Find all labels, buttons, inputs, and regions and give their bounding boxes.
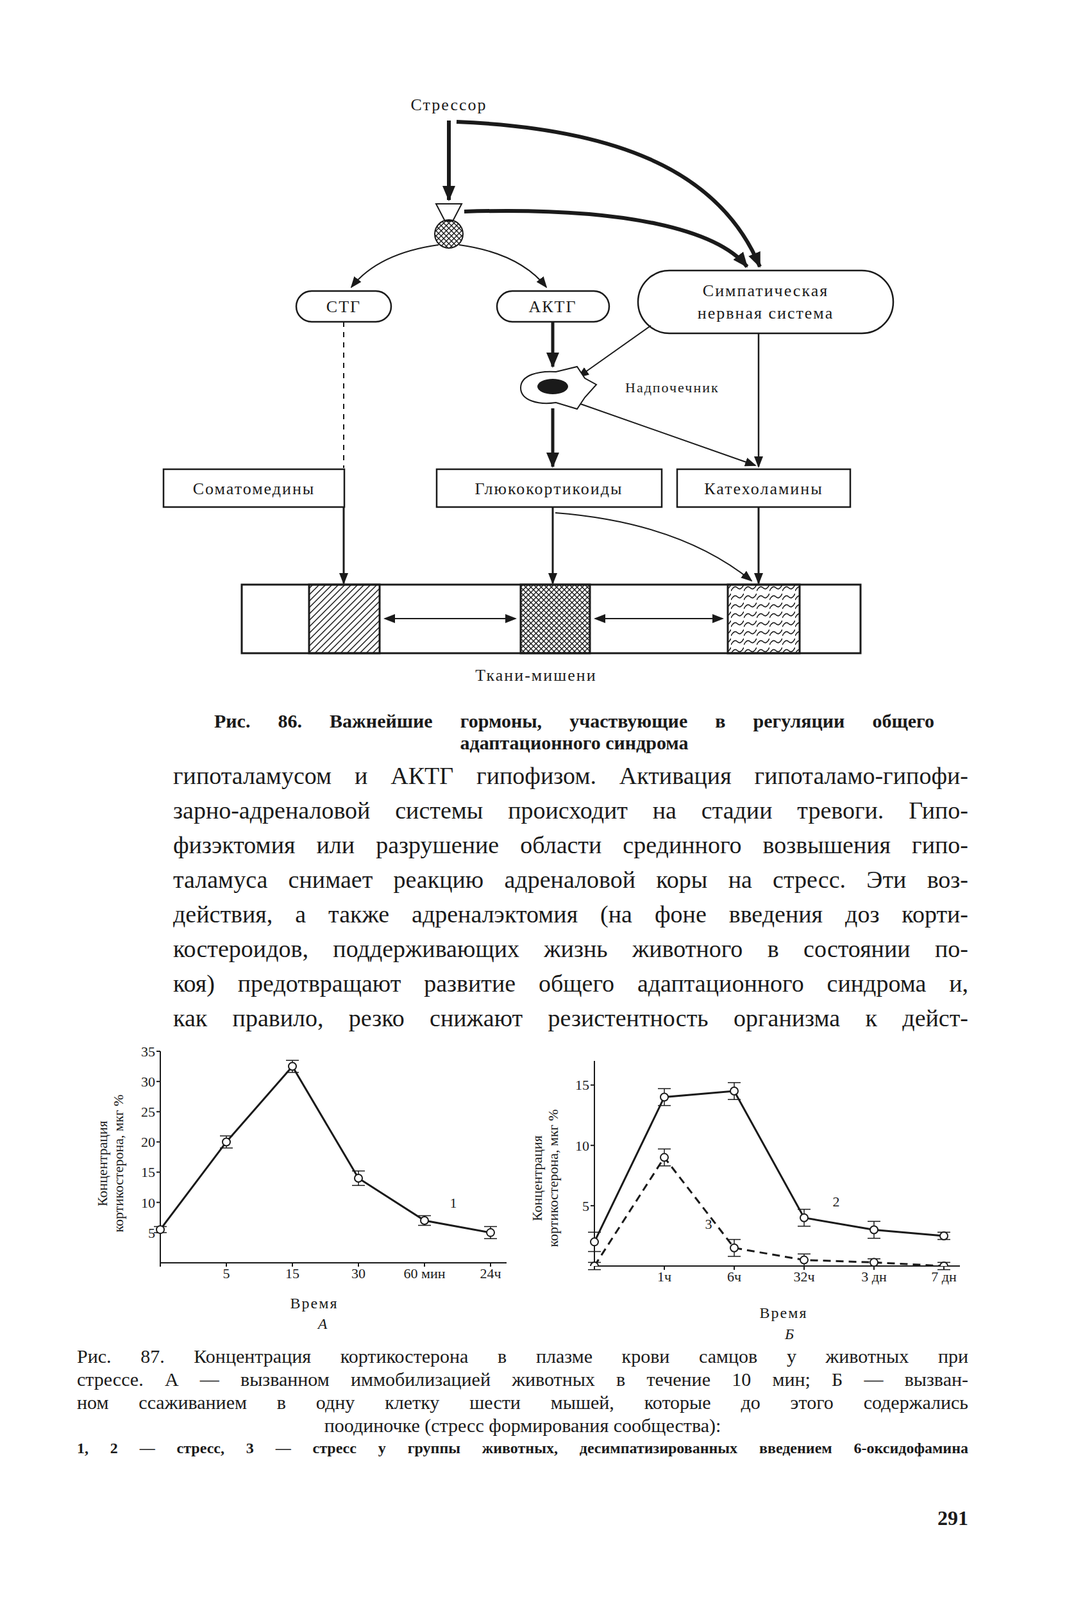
html-text:адаптационного синдрома: адаптационного синдрома	[460, 732, 689, 754]
html-text:Рис. 86. Важнейшие гормоны, уч: Рис. 86. Важнейшие гормоны, участвующие …	[214, 710, 935, 732]
svg-text:Катехоламины: Катехоламины	[704, 479, 823, 499]
svg-text:СТГ: СТГ	[326, 297, 362, 317]
svg-text:10: 10	[141, 1195, 156, 1212]
svg-text:35: 35	[141, 1043, 156, 1060]
svg-text:3: 3	[705, 1216, 713, 1233]
html-text:кортикостерона, мкг %: кортикостерона, мкг %	[545, 1109, 562, 1248]
svg-text:15: 15	[141, 1164, 156, 1181]
svg-text:Стрессор: Стрессор	[411, 95, 488, 115]
svg-text:5: 5	[223, 1265, 231, 1282]
svg-text:5: 5	[582, 1198, 590, 1215]
html-text:Концентрация: Концентрация	[94, 1120, 111, 1207]
svg-text:Соматомедины: Соматомедины	[193, 479, 316, 499]
svg-text:Симпатическая: Симпатическая	[702, 281, 829, 301]
html-text:как правило, резко снижают рез: как правило, резко снижают резистентност…	[173, 1004, 969, 1032]
html-text:Б: Б	[784, 1326, 794, 1343]
html-text:ном ссаживанием в одну клетку: ном ссаживанием в одну клетку шести мыше…	[76, 1392, 969, 1414]
html-text:Рис. 87. Концентрация кортикос: Рис. 87. Концентрация кортикостерона в п…	[76, 1345, 969, 1368]
svg-text:2: 2	[832, 1193, 841, 1210]
html-text:действия, а также адреналэктом: действия, а также адреналэктомия (на фон…	[173, 900, 969, 928]
svg-text:6ч: 6ч	[727, 1268, 742, 1286]
svg-text:32ч: 32ч	[793, 1268, 815, 1286]
svg-text:Ткани-мишени: Ткани-мишени	[475, 666, 597, 685]
html-text:гипоталамусом и АКТГ гипофизом: гипоталамусом и АКТГ гипофизом. Активаци…	[173, 762, 969, 790]
svg-text:Надпочечник: Надпочечник	[625, 379, 720, 396]
svg-text:нервная система: нервная система	[697, 303, 834, 323]
svg-text:1ч: 1ч	[657, 1268, 672, 1286]
svg-text:15: 15	[575, 1077, 590, 1094]
html-text:Время: Время	[290, 1295, 339, 1312]
html-text:291: 291	[937, 1506, 969, 1530]
html-text:А: А	[317, 1315, 328, 1333]
svg-text:7 дн: 7 дн	[931, 1268, 957, 1286]
html-text:поодиночке (стресс формировани: поодиночке (стресс формирования сообщест…	[324, 1415, 721, 1437]
svg-text:30: 30	[141, 1074, 156, 1091]
html-text:кортикостерона, мкг %: кортикостерона, мкг %	[110, 1094, 127, 1233]
svg-text:Глюкокортикоиды: Глюкокортикоиды	[475, 479, 624, 499]
svg-text:1: 1	[450, 1195, 458, 1212]
html-text:стрессе. А — вызванном иммобил: стрессе. А — вызванном иммобилизацией жи…	[76, 1369, 969, 1391]
html-text:Время: Время	[759, 1304, 808, 1322]
svg-text:60 мин: 60 мин	[403, 1265, 446, 1282]
svg-text:АКТГ: АКТГ	[528, 297, 577, 317]
html-text:таламуса снимает реакцию адрен: таламуса снимает реакцию адреналовой кор…	[173, 866, 969, 894]
html-text:1, 2 — стресс, 3 — стресс у гр: 1, 2 — стресс, 3 — стресс у группы живот…	[76, 1440, 969, 1457]
html-text:зарно-адреналовой системы прои: зарно-адреналовой системы происходит на …	[173, 797, 969, 824]
svg-text:24ч: 24ч	[479, 1265, 501, 1282]
html-text:костероидов, поддерживающих жи: костероидов, поддерживающих жизнь животн…	[173, 935, 969, 963]
svg-text:5: 5	[148, 1225, 156, 1242]
svg-text:3 дн: 3 дн	[861, 1268, 887, 1286]
svg-text:25: 25	[141, 1104, 156, 1121]
html-text:коя) предотвращают развитие об: коя) предотвращают развитие общего адапт…	[173, 970, 969, 998]
svg-text:15: 15	[285, 1265, 300, 1282]
html-text:физэктомия или разрушение обла: физэктомия или разрушение области средин…	[173, 831, 969, 859]
svg-text:20: 20	[141, 1134, 156, 1151]
svg-text:10: 10	[575, 1138, 590, 1155]
html-text:Концентрация: Концентрация	[528, 1135, 545, 1222]
svg-text:30: 30	[351, 1265, 366, 1282]
